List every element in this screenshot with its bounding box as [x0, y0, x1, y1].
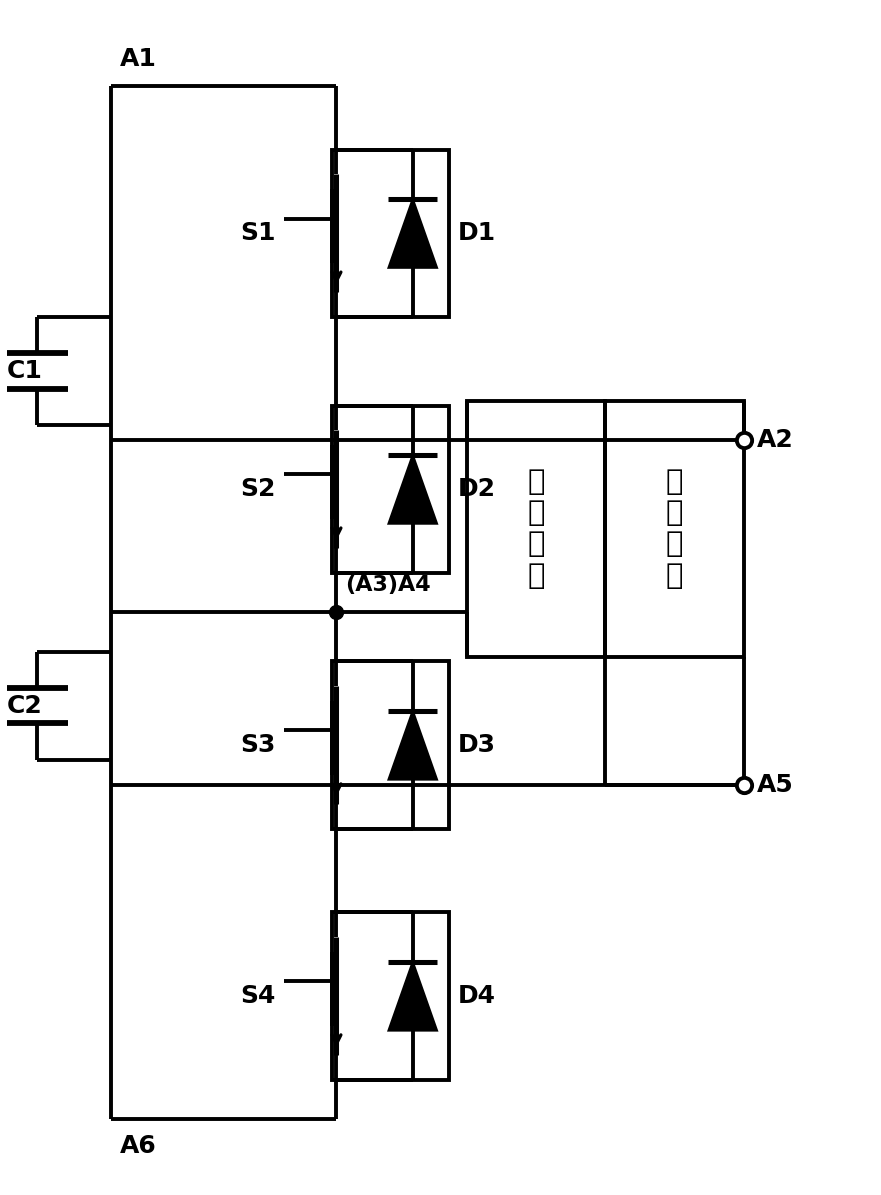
Text: S1: S1: [241, 221, 276, 245]
Text: 过
流
通
道: 过 流 通 道: [666, 467, 684, 589]
Bar: [467, 400, 605, 656]
Polygon shape: [389, 198, 437, 268]
Text: C1: C1: [7, 360, 43, 384]
Text: C2: C2: [7, 694, 42, 718]
Text: D1: D1: [458, 221, 496, 245]
Text: (A3)A4: (A3)A4: [345, 575, 431, 595]
Text: D2: D2: [458, 477, 496, 501]
Bar: [332, 913, 449, 1080]
Polygon shape: [389, 711, 437, 779]
Bar: [332, 149, 449, 317]
Bar: [605, 400, 744, 656]
Text: D3: D3: [458, 734, 496, 758]
Bar: [332, 662, 449, 829]
Text: D4: D4: [458, 985, 496, 1009]
Text: S3: S3: [241, 734, 276, 758]
Text: 旁
路
模
块: 旁 路 模 块: [527, 467, 544, 589]
Bar: [332, 405, 449, 572]
Text: S2: S2: [241, 477, 276, 501]
Text: A1: A1: [120, 47, 157, 71]
Text: A6: A6: [120, 1134, 157, 1158]
Polygon shape: [389, 455, 437, 523]
Polygon shape: [389, 962, 437, 1030]
Text: A5: A5: [757, 772, 794, 797]
Text: S4: S4: [241, 985, 276, 1009]
Text: A2: A2: [757, 428, 794, 452]
